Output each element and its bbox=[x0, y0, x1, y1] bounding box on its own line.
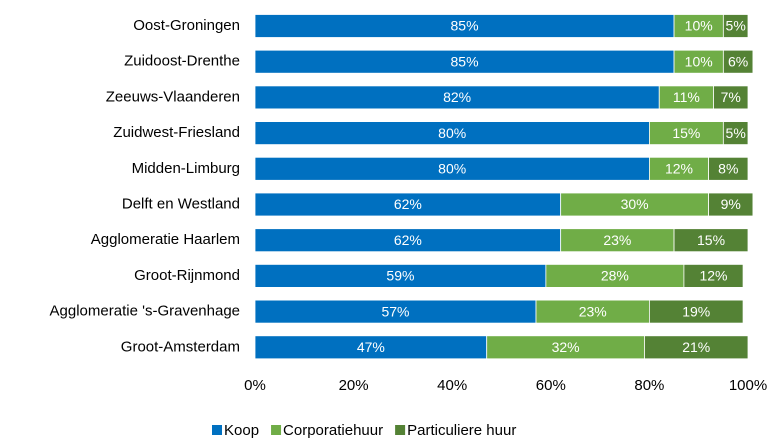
data-label: 23% bbox=[603, 232, 631, 248]
bar-segment bbox=[673, 228, 749, 253]
x-tick-label: 80% bbox=[634, 377, 664, 394]
data-label: 5% bbox=[726, 18, 746, 34]
data-label: 28% bbox=[601, 268, 629, 284]
legend-label: Koop bbox=[224, 422, 259, 439]
data-label: 59% bbox=[386, 268, 414, 284]
bar-segment bbox=[713, 85, 749, 110]
y-tick-label: Groot-Rijnmond bbox=[134, 267, 240, 284]
legend-label: Particuliere huur bbox=[407, 422, 516, 439]
bar-segment bbox=[683, 263, 744, 288]
y-tick-label: Oost-Groningen bbox=[133, 17, 240, 34]
bar-segment bbox=[708, 192, 754, 217]
data-label: 12% bbox=[665, 161, 693, 177]
y-tick-label: Delft en Westland bbox=[122, 195, 240, 212]
x-tick-label: 60% bbox=[536, 377, 566, 394]
bar-segment bbox=[644, 335, 749, 360]
bar-segment bbox=[722, 49, 754, 74]
data-label: 10% bbox=[685, 53, 713, 69]
data-label: 5% bbox=[726, 125, 746, 141]
data-label: 62% bbox=[394, 232, 422, 248]
y-tick-label: Agglomeratie 's-Gravenhage bbox=[50, 303, 240, 320]
data-label: 82% bbox=[443, 89, 471, 105]
y-tick-label: Zeeuws-Vlaanderen bbox=[106, 88, 240, 105]
data-label: 32% bbox=[552, 339, 580, 355]
data-label: 15% bbox=[672, 125, 700, 141]
data-label: 85% bbox=[451, 18, 479, 34]
data-label: 6% bbox=[728, 53, 748, 69]
x-tick-label: 0% bbox=[244, 377, 266, 394]
x-tick-label: 40% bbox=[437, 377, 467, 394]
bar-segment bbox=[649, 299, 744, 324]
data-label: 21% bbox=[682, 339, 710, 355]
bar-segment bbox=[722, 14, 749, 38]
data-label: 80% bbox=[438, 161, 466, 177]
data-label: 15% bbox=[697, 232, 725, 248]
legend-swatch bbox=[271, 425, 282, 435]
data-label: 11% bbox=[673, 89, 700, 105]
legend-swatch bbox=[395, 425, 406, 435]
x-tick-label: 100% bbox=[729, 377, 767, 394]
data-label: 80% bbox=[438, 125, 466, 141]
data-label: 57% bbox=[381, 303, 409, 319]
y-tick-label: Groot-Amsterdam bbox=[121, 338, 240, 355]
y-tick-label: Agglomeratie Haarlem bbox=[91, 231, 240, 248]
data-label: 62% bbox=[394, 196, 422, 212]
data-label: 47% bbox=[357, 339, 385, 355]
data-label: 85% bbox=[451, 53, 479, 69]
data-label: 7% bbox=[721, 89, 741, 105]
data-label: 23% bbox=[579, 303, 607, 319]
data-label: 12% bbox=[699, 268, 727, 284]
y-tick-label: Zuidwest-Friesland bbox=[113, 124, 240, 141]
legend-label: Corporatiehuur bbox=[283, 422, 383, 439]
data-label: 9% bbox=[721, 196, 741, 212]
y-tick-label: Midden-Limburg bbox=[132, 160, 240, 177]
data-label: 30% bbox=[621, 196, 649, 212]
bar-segment bbox=[722, 121, 749, 145]
data-label: 10% bbox=[685, 18, 713, 34]
y-tick-label: Zuidoost-Drenthe bbox=[124, 53, 240, 70]
data-label: 19% bbox=[682, 303, 710, 319]
legend-swatch bbox=[212, 425, 222, 435]
data-label: 8% bbox=[718, 161, 738, 177]
bar-segment bbox=[708, 156, 749, 181]
x-tick-label: 20% bbox=[339, 377, 369, 394]
